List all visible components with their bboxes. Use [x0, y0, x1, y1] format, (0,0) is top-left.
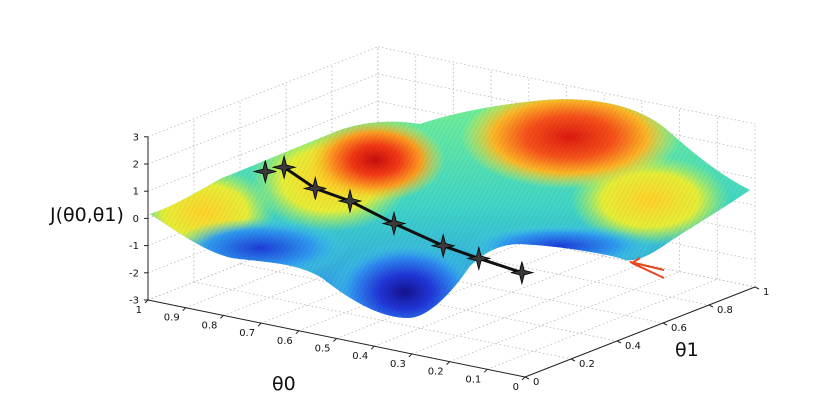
z-tick-label: -3	[129, 296, 139, 307]
side-wall-gridline	[147, 100, 379, 192]
z-tick-label: -2	[129, 268, 139, 279]
y-tick-mark	[662, 322, 668, 326]
floor-gridline	[223, 225, 454, 316]
floor-gridline	[260, 232, 492, 324]
descent-step-marker-7	[466, 245, 492, 271]
z-tick-label: 2	[133, 160, 139, 171]
x-tick-mark	[408, 353, 413, 358]
z-tick-label: -1	[129, 241, 139, 252]
cost-surface	[150, 99, 750, 318]
y-tick-label: 0.4	[625, 341, 641, 352]
y-axis-line	[524, 286, 756, 378]
descent-step-marker-8	[510, 261, 535, 286]
descent-step-marker-2	[271, 154, 297, 180]
x-tick-label: 0.9	[164, 313, 180, 324]
descent-step-marker-6	[430, 233, 456, 259]
x-tick-mark	[446, 361, 450, 365]
descent-path	[252, 154, 535, 286]
z-tick-label: 1	[133, 187, 139, 198]
x-tick-label: 0.8	[201, 320, 217, 331]
x-tick-label: 1	[136, 305, 142, 316]
x-tick-label: 0.4	[352, 351, 368, 362]
y-tick-mark	[708, 304, 714, 308]
y-tick-mark	[570, 358, 576, 362]
floor-gridline	[449, 271, 680, 362]
y-tick-mark	[754, 286, 760, 290]
x-tick-label: 0.1	[465, 374, 481, 385]
x-tick-mark	[521, 376, 526, 381]
x-tick-mark	[257, 322, 262, 327]
x-tick-mark	[182, 307, 187, 312]
x-tick-mark	[333, 338, 337, 342]
descent-step-marker-4	[337, 188, 363, 214]
x-tick-label: 0	[513, 382, 519, 393]
y-tick-label: 0.2	[579, 359, 595, 370]
floor-gridline	[298, 240, 529, 332]
descent-step-marker-5	[381, 210, 407, 237]
x-tick-label: 0.6	[277, 336, 293, 347]
back-wall-gridline	[377, 46, 756, 125]
y-axis-label: θ1	[675, 339, 699, 361]
side-wall-gridline	[147, 73, 379, 165]
surface-mesh	[150, 99, 750, 318]
x-tick-mark	[370, 345, 375, 350]
floor-gridline	[336, 248, 567, 339]
x-tick-label: 0.3	[390, 359, 406, 370]
z-tick-label: 3	[133, 132, 139, 143]
x-tick-label: 0.7	[239, 328, 255, 339]
floor-gridline	[374, 255, 605, 347]
x-tick-label: 0.2	[428, 367, 444, 378]
y-tick-label: 0.6	[671, 323, 687, 334]
x-tick-mark	[144, 299, 149, 304]
red-arrow	[629, 257, 665, 279]
floor-gridline	[487, 278, 718, 370]
floor-gridline	[185, 217, 416, 309]
floor-gridline	[147, 209, 379, 301]
x-tick-mark	[483, 368, 488, 373]
z-axis-label: J(θ0,θ1)	[49, 204, 124, 226]
descent-step-marker-1	[252, 160, 277, 185]
surface-colors	[150, 99, 750, 318]
y-tick-label: 1	[763, 287, 769, 298]
side-wall-gridline	[147, 46, 379, 138]
x-tick-label: 0.5	[315, 344, 331, 355]
descent-step-marker-3	[302, 175, 327, 200]
y-tick-label: 0	[533, 377, 539, 388]
x-tick-mark	[295, 330, 300, 335]
y-tick-mark	[616, 340, 622, 344]
side-wall-gridline	[147, 182, 379, 274]
y-tick-mark	[524, 376, 530, 380]
x-tick-mark	[220, 315, 224, 319]
floor-gridline	[411, 263, 643, 355]
z-tick-label: 0	[133, 214, 139, 225]
y-tick-label: 0.8	[717, 305, 733, 316]
x-axis-label: θ0	[272, 373, 296, 395]
floor-gridline	[193, 281, 572, 360]
